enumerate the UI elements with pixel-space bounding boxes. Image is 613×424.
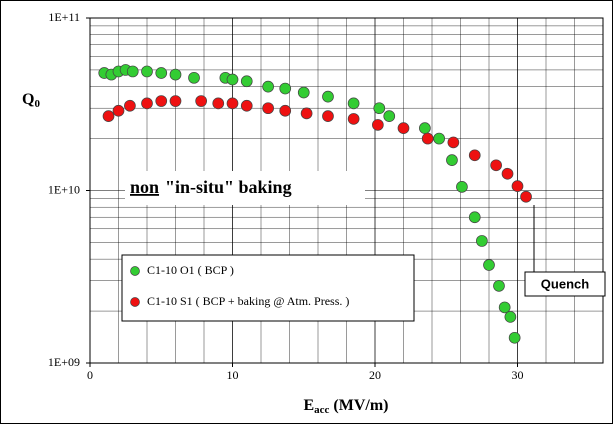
point bbox=[124, 99, 136, 112]
point bbox=[446, 154, 458, 166]
legend-box bbox=[121, 254, 415, 322]
legend: C1-10 O1 ( BCP ) C1-10 S1 ( BCP + baking … bbox=[121, 254, 415, 322]
point bbox=[155, 67, 168, 79]
point bbox=[212, 97, 225, 110]
point bbox=[126, 65, 139, 78]
point bbox=[347, 113, 360, 125]
point bbox=[419, 122, 431, 134]
point bbox=[347, 97, 360, 110]
point bbox=[468, 149, 481, 162]
point bbox=[279, 82, 292, 95]
point bbox=[188, 71, 200, 84]
point bbox=[155, 95, 168, 107]
point bbox=[520, 190, 532, 203]
point bbox=[493, 280, 505, 292]
point bbox=[397, 122, 410, 134]
x-label-main: E bbox=[303, 397, 314, 414]
x-tick-label: 20 bbox=[369, 368, 381, 382]
point bbox=[240, 75, 253, 88]
point bbox=[226, 73, 239, 86]
legend-label: C1-10 O1 ( BCP ) bbox=[147, 263, 234, 277]
y-label: Q0 bbox=[22, 91, 40, 110]
point bbox=[447, 136, 460, 149]
y-tick-label: 1E+10 bbox=[48, 182, 80, 196]
point bbox=[476, 235, 488, 247]
y-tick-label: 1E+09 bbox=[48, 355, 80, 369]
point bbox=[372, 119, 384, 131]
point bbox=[297, 86, 310, 99]
point bbox=[169, 95, 182, 107]
point bbox=[262, 80, 274, 93]
point bbox=[112, 104, 125, 117]
point bbox=[195, 95, 207, 107]
x-label-sub: acc bbox=[314, 404, 329, 416]
point bbox=[373, 102, 386, 115]
point bbox=[141, 97, 153, 110]
point bbox=[169, 68, 182, 81]
y-tick-label: 1E+11 bbox=[48, 10, 80, 24]
point bbox=[383, 110, 396, 122]
annotation: non "in-situ" baking bbox=[130, 177, 292, 197]
legend-marker bbox=[130, 266, 140, 276]
point bbox=[226, 97, 239, 110]
x-tick-label: 30 bbox=[512, 368, 524, 382]
legend-label: C1-10 S1 ( BCP + baking @ Atm. Press. ) bbox=[147, 294, 349, 308]
point bbox=[240, 99, 253, 112]
point bbox=[508, 331, 521, 344]
point bbox=[262, 102, 274, 115]
series bbox=[102, 95, 532, 203]
point bbox=[141, 65, 153, 78]
point bbox=[102, 110, 115, 122]
point bbox=[511, 180, 524, 192]
point bbox=[279, 104, 292, 117]
x-tick-label: 0 bbox=[87, 368, 93, 382]
callout-box bbox=[524, 271, 606, 297]
point bbox=[490, 159, 502, 172]
point bbox=[498, 301, 511, 314]
point bbox=[483, 259, 495, 271]
legend-marker bbox=[130, 297, 140, 307]
x-tick-label: 10 bbox=[227, 368, 239, 382]
callout: Quench bbox=[541, 276, 589, 291]
annotation-box bbox=[125, 171, 365, 205]
point bbox=[300, 107, 313, 120]
series bbox=[98, 64, 521, 344]
y-label-main: Q bbox=[22, 91, 34, 108]
point bbox=[456, 180, 468, 193]
annotation-underlined: non bbox=[130, 177, 159, 197]
x-label: Eacc (MV/m) bbox=[303, 397, 388, 416]
annotation-rest: "in-situ" baking bbox=[165, 177, 292, 197]
point bbox=[468, 211, 481, 224]
point bbox=[322, 110, 334, 122]
point bbox=[322, 90, 334, 103]
point bbox=[421, 132, 434, 145]
point bbox=[433, 132, 445, 145]
point bbox=[501, 167, 514, 180]
x-label-unit: (MV/m) bbox=[333, 397, 388, 414]
point bbox=[504, 311, 517, 323]
y-label-sub: 0 bbox=[34, 98, 40, 110]
